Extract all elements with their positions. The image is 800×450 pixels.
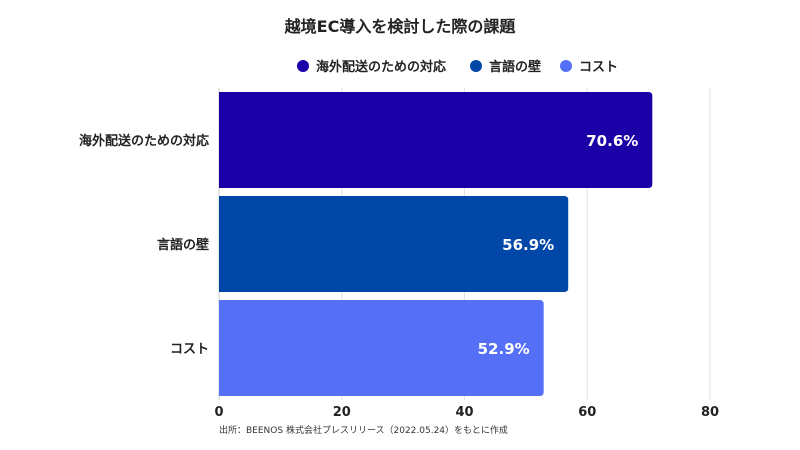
source-note: 出所：BEENOS 株式会社プレスリリース（2022.05.24）をもとに作成: [219, 424, 508, 436]
x-tick-label: 20: [333, 405, 351, 420]
legend: 海外配送のための対応 言語の壁 コスト: [297, 59, 618, 75]
x-tick-label: 0: [214, 405, 223, 420]
bar: [219, 92, 653, 188]
legend-marker: [560, 60, 572, 72]
bar-value-label: 56.9%: [502, 236, 554, 254]
legend-label: 言語の壁: [489, 59, 541, 75]
legend-marker: [297, 60, 309, 72]
bar: [219, 196, 569, 292]
x-axis: 0 20 40 60 80: [214, 405, 719, 420]
bar: [219, 300, 544, 396]
x-tick-label: 80: [701, 405, 719, 420]
category-label: 言語の壁: [157, 237, 209, 253]
x-tick-label: 60: [578, 405, 596, 420]
legend-label: コスト: [579, 60, 618, 75]
legend-label: 海外配送のための対応: [316, 59, 446, 75]
bar-value-label: 70.6%: [586, 132, 638, 150]
chart-title: 越境EC導入を検討した際の課題: [284, 17, 517, 36]
category-label: コスト: [170, 342, 209, 357]
legend-marker: [470, 60, 482, 72]
bar-value-label: 52.9%: [478, 340, 530, 358]
bars: 70.6% 56.9% 52.9%: [219, 92, 653, 396]
x-tick-label: 40: [455, 405, 473, 420]
category-label: 海外配送のための対応: [79, 133, 209, 149]
